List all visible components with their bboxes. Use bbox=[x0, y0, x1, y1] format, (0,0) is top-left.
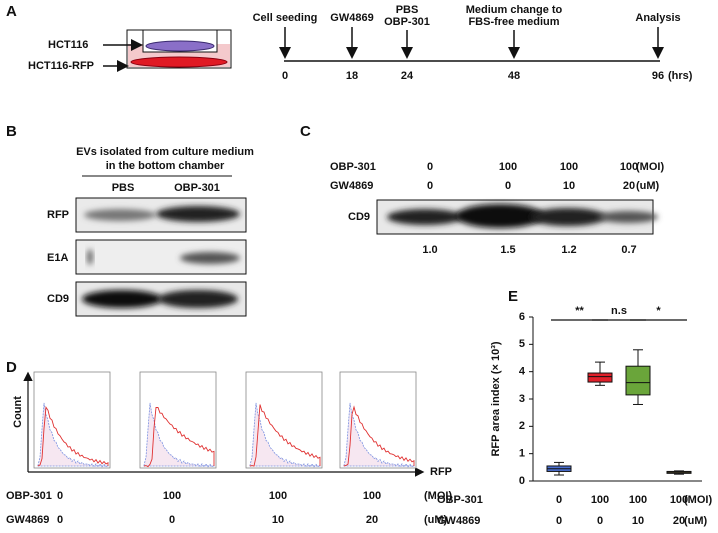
cell-label: HCT116-RFP bbox=[28, 60, 94, 72]
blot bbox=[376, 199, 658, 235]
event-label: Analysis bbox=[635, 12, 680, 24]
row-label: OBP-301 bbox=[6, 490, 52, 502]
axis-label: RFP bbox=[430, 466, 452, 478]
time-label: 96 bbox=[652, 70, 664, 82]
time-label: 24 bbox=[401, 70, 414, 82]
quantification: 1.0 bbox=[422, 244, 437, 256]
blot bbox=[75, 197, 247, 317]
event-label: OBP-301 bbox=[384, 16, 430, 28]
cell: 100 bbox=[499, 161, 517, 173]
y-tick-label: 4 bbox=[519, 366, 526, 378]
panel-label: E bbox=[508, 288, 518, 305]
event-label: Cell seeding bbox=[253, 12, 318, 24]
histogram bbox=[37, 402, 109, 468]
event-label: PBS bbox=[396, 4, 419, 16]
histogram-frame bbox=[139, 371, 217, 469]
y-tick-label: 1 bbox=[519, 448, 525, 460]
cell: 100 bbox=[163, 490, 181, 502]
cell: 100 bbox=[560, 161, 578, 173]
histogram bbox=[343, 405, 415, 467]
column-label: PBS bbox=[112, 182, 135, 194]
x-tick-label: 100 bbox=[670, 494, 688, 506]
panel-label: A bbox=[6, 3, 17, 20]
event-label: FBS-free medium bbox=[468, 16, 559, 28]
unit-label: (MOI) bbox=[684, 494, 712, 506]
panel-label: B bbox=[6, 123, 17, 140]
time-label: 0 bbox=[282, 70, 288, 82]
row-label: RFP bbox=[47, 209, 69, 221]
significance: n.s bbox=[611, 305, 627, 317]
x-tick-label: 10 bbox=[632, 515, 644, 527]
row-label: OBP-301 bbox=[437, 494, 483, 506]
row-label: GW4869 bbox=[437, 515, 480, 527]
cell: 0 bbox=[57, 490, 63, 502]
quantification: 0.7 bbox=[621, 244, 636, 256]
x-tick-label: 0 bbox=[556, 515, 562, 527]
significance: ** bbox=[575, 305, 584, 317]
dish bbox=[126, 29, 232, 69]
y-tick-label: 5 bbox=[519, 338, 525, 350]
column-label: OBP-301 bbox=[174, 182, 220, 194]
histogram-frame bbox=[339, 371, 417, 469]
cell: 20 bbox=[366, 514, 378, 526]
row-label: E1A bbox=[47, 252, 68, 264]
unit-label: (uM) bbox=[636, 180, 660, 192]
time-label: 18 bbox=[346, 70, 358, 82]
y-tick-label: 3 bbox=[519, 393, 525, 405]
histogram bbox=[249, 402, 321, 468]
header: EVs isolated from culture medium bbox=[76, 146, 254, 158]
box bbox=[625, 365, 651, 396]
unit-label: (uM) bbox=[684, 515, 708, 527]
panel-label: D bbox=[6, 359, 17, 376]
cell: 0 bbox=[169, 514, 175, 526]
cell: 0 bbox=[57, 514, 63, 526]
cell: 20 bbox=[623, 180, 635, 192]
x-tick-label: 0 bbox=[556, 494, 562, 506]
y-tick-label: 2 bbox=[519, 420, 525, 432]
row-label: GW4869 bbox=[6, 514, 49, 526]
significance: * bbox=[656, 305, 661, 317]
row-label: OBP-301 bbox=[330, 161, 376, 173]
x-tick-label: 20 bbox=[673, 515, 685, 527]
cell: 100 bbox=[620, 161, 638, 173]
panel-label: C bbox=[300, 123, 311, 140]
event-label: GW4869 bbox=[330, 12, 373, 24]
cell: 0 bbox=[427, 161, 433, 173]
histogram bbox=[37, 405, 109, 467]
cell: 100 bbox=[269, 490, 287, 502]
histogram bbox=[249, 404, 321, 467]
y-tick-label: 6 bbox=[519, 311, 525, 323]
cell: 100 bbox=[363, 490, 381, 502]
axis-label: RFP area index (× 10³) bbox=[490, 341, 502, 456]
row-label: GW4869 bbox=[330, 180, 373, 192]
row-label: CD9 bbox=[348, 211, 370, 223]
x-tick-label: 100 bbox=[629, 494, 647, 506]
histogram bbox=[343, 402, 415, 468]
cell: 10 bbox=[272, 514, 284, 526]
x-tick-label: 100 bbox=[591, 494, 609, 506]
row-label: CD9 bbox=[47, 293, 69, 305]
unit-label: (MOI) bbox=[636, 161, 664, 173]
unit-label: (MOI) bbox=[424, 490, 452, 502]
box bbox=[587, 372, 613, 383]
quantification: 1.5 bbox=[500, 244, 515, 256]
quantification: 1.2 bbox=[561, 244, 576, 256]
header: in the bottom chamber bbox=[106, 160, 225, 172]
cell-label: HCT116 bbox=[48, 39, 88, 51]
time-label: 48 bbox=[508, 70, 520, 82]
event-label: Medium change to bbox=[466, 4, 563, 16]
axis-label: Count bbox=[12, 396, 24, 428]
cell: 10 bbox=[563, 180, 575, 192]
histogram bbox=[143, 407, 215, 468]
unit-label: (hrs) bbox=[668, 70, 693, 82]
histogram-frame bbox=[33, 371, 111, 469]
cell: 0 bbox=[505, 180, 511, 192]
y-tick-label: 0 bbox=[519, 475, 525, 487]
cell: 0 bbox=[427, 180, 433, 192]
x-tick-label: 0 bbox=[597, 515, 603, 527]
unit-label: (uM) bbox=[424, 514, 448, 526]
